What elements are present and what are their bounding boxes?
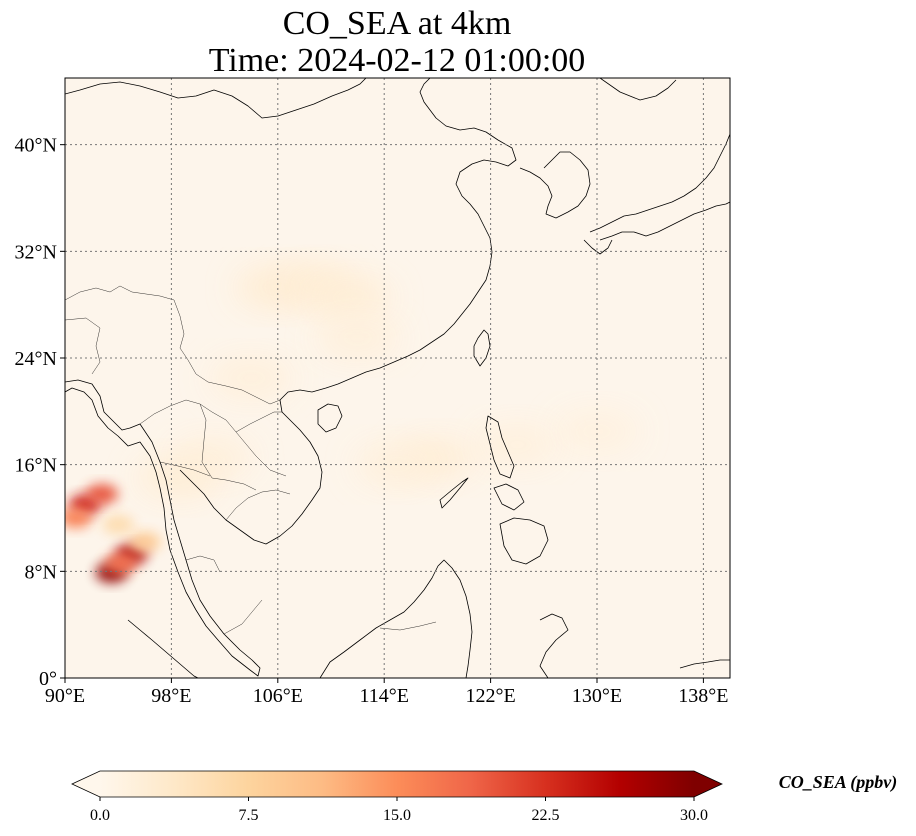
coastline-palawan	[439, 477, 469, 509]
plume-7	[102, 514, 135, 535]
map-title-line2: Time: 2024-02-12 01:00:00	[209, 42, 586, 79]
coastline-northeast	[599, 78, 677, 101]
lat-tick-label: 40°N	[15, 135, 57, 157]
plume-1	[86, 484, 119, 504]
colorbar-label: CO_SEA (ppbv)	[779, 772, 898, 793]
latitude-ticks: 0° 8°N 16°N 24°N 32°N 40°N	[15, 135, 65, 690]
lon-tick-label: 130°E	[572, 685, 622, 707]
plume-15	[475, 424, 560, 465]
colorbar-tick-label: 22.5	[532, 807, 560, 824]
colorbar-ticks: 0.0 7.5 15.0 22.5 30.0	[90, 797, 708, 824]
concentration-field	[65, 264, 639, 583]
colorbar-tick-label: 7.5	[239, 807, 259, 824]
colorbar-tick-label: 30.0	[680, 807, 708, 824]
coastline-indochina	[179, 389, 323, 545]
plume-2	[65, 508, 92, 528]
borders	[65, 285, 437, 635]
coastline-hainan	[317, 403, 343, 433]
coastline-new-guinea	[679, 659, 730, 669]
coastline-luzon	[485, 415, 515, 479]
lon-tick-label: 114°E	[359, 685, 408, 707]
plume-14	[355, 444, 440, 485]
lat-tick-label: 24°N	[15, 348, 57, 370]
colorbar: 0.0 7.5 15.0 22.5 30.0 CO_SEA (ppbv)	[71, 770, 898, 824]
coastline-japan-south	[599, 201, 730, 241]
lat-tick-label: 32°N	[15, 241, 57, 263]
plume-12	[209, 358, 294, 398]
lat-tick-label: 16°N	[15, 455, 57, 477]
coastline-korea	[519, 151, 591, 219]
lat-tick-label: 8°N	[25, 561, 57, 583]
coastline-mindanao	[499, 517, 549, 565]
lon-tick-label: 98°E	[151, 685, 191, 707]
coastline-sumatra	[127, 619, 199, 678]
lat-tick-label: 0°	[39, 668, 57, 690]
map-background	[65, 78, 730, 678]
coastline-china	[311, 78, 517, 393]
coastlines	[65, 78, 730, 678]
longitude-ticks: 90°E 98°E 106°E 114°E 122°E 130°E 138°E	[45, 678, 729, 707]
lon-tick-label: 138°E	[678, 685, 728, 707]
lon-tick-label: 90°E	[45, 685, 85, 707]
plume-10	[308, 278, 393, 318]
lon-tick-label: 106°E	[253, 685, 303, 707]
gridlines	[65, 78, 730, 678]
plume-18	[136, 458, 221, 498]
map-area: 90°E 98°E 106°E 114°E 122°E 130°E 138°E 0° 8°N 1…	[15, 77, 731, 707]
colorbar-extend-max	[694, 771, 722, 797]
coastline-visayas	[493, 483, 525, 511]
colorbar-extend-min	[72, 771, 100, 797]
map-frame	[64, 77, 731, 679]
colorbar-tick-label: 15.0	[383, 807, 411, 824]
map-title-line1: CO_SEA at 4km	[283, 5, 512, 42]
coastline-northern-border	[65, 78, 367, 119]
coastline-mainland	[65, 379, 261, 677]
coastline-kyushu	[583, 239, 613, 255]
coastline-borneo	[319, 559, 473, 678]
colorbar-tick-label: 0.0	[90, 807, 110, 824]
lon-tick-label: 122°E	[465, 685, 515, 707]
coastline-japan	[589, 133, 730, 233]
plume-5	[104, 553, 137, 574]
coastline-sulawesi	[539, 613, 569, 678]
plume-11	[315, 318, 400, 358]
plume-16	[555, 411, 639, 452]
colorbar-body	[100, 771, 694, 797]
plume-6	[128, 532, 161, 552]
